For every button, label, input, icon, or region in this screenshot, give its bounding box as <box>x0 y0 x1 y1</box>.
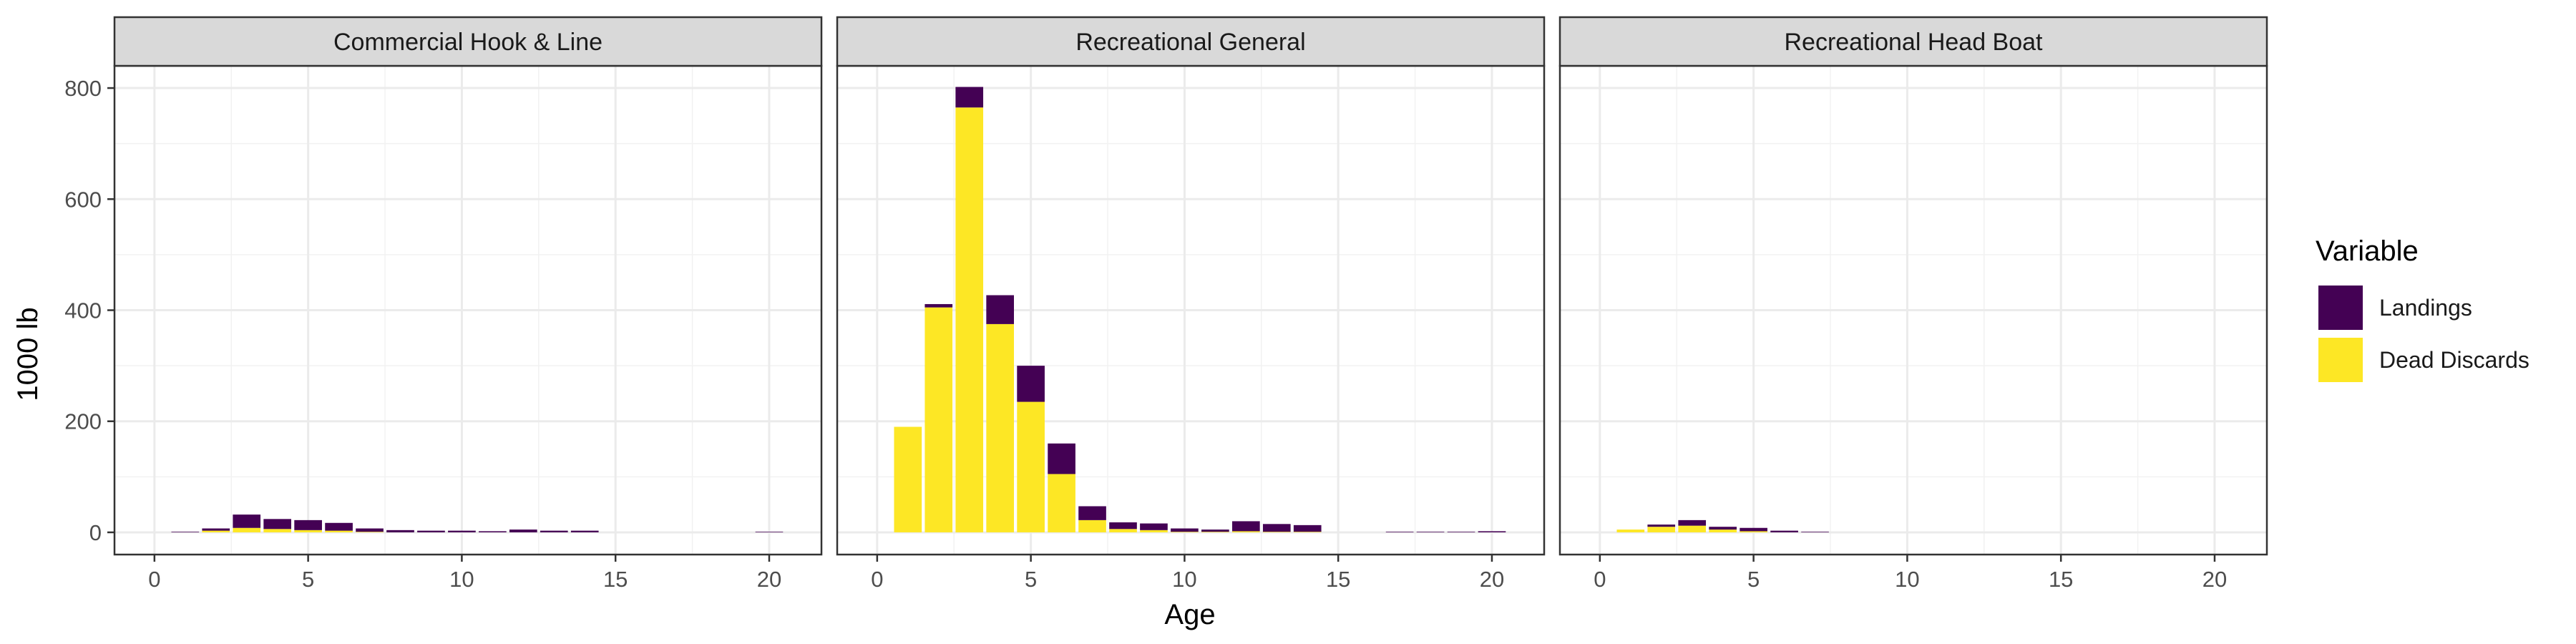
facet-strip <box>836 16 1546 67</box>
facet-panel: Commercial Hook & Line 0 5 10 15 20 <box>113 16 823 592</box>
bar-landings <box>1171 528 1199 532</box>
facet-strip-label: Recreational Head Boat <box>1784 29 2043 56</box>
x-tick-label: 20 <box>757 567 781 592</box>
bar-landings <box>1678 519 1707 526</box>
x-tick-label: 10 <box>1172 567 1196 592</box>
facet-panel: Recreational Head Boat 0 5 10 15 20 <box>1558 16 2268 592</box>
facet-strip <box>1558 16 2268 67</box>
bar-landings <box>479 531 507 532</box>
x-tick-label: 5 <box>1747 567 1760 592</box>
bar-landings <box>1048 443 1075 474</box>
legend-swatch <box>2318 286 2363 330</box>
bar-landings <box>1140 523 1168 530</box>
bar-dead-discards <box>294 530 322 532</box>
bar-dead-discards <box>1709 530 1737 532</box>
y-tick-label: 600 <box>64 187 102 212</box>
bar-landings <box>263 519 291 530</box>
bar-landings <box>294 519 322 530</box>
bar-dead-discards <box>1616 530 1645 532</box>
x-tick-label: 20 <box>1480 567 1504 592</box>
bar-dead-discards <box>202 530 230 532</box>
bar-dead-discards <box>1140 530 1168 532</box>
bar-dead-discards <box>1647 527 1676 532</box>
bar-landings <box>509 530 537 532</box>
bar-landings <box>924 303 953 308</box>
bar-landings <box>1109 522 1137 530</box>
bar-dead-discards <box>1678 525 1707 532</box>
y-tick-label: 0 <box>89 520 102 545</box>
bar-landings <box>1262 524 1291 532</box>
bar-dead-discards <box>325 530 353 532</box>
facet-strip <box>113 16 823 67</box>
x-tick-label: 15 <box>1326 567 1350 592</box>
bar-dead-discards <box>1109 529 1137 532</box>
bar-dead-discards <box>955 107 984 532</box>
bar-landings <box>955 87 984 108</box>
x-tick-label: 5 <box>1025 567 1037 592</box>
facet-panel: Recreational General 0 5 10 15 20 <box>836 16 1546 592</box>
y-axis: 0 200 400 600 800 <box>64 76 114 545</box>
x-tick-label: 5 <box>302 567 314 592</box>
x-tick-label: 10 <box>449 567 474 592</box>
bar-landings <box>1231 521 1260 532</box>
bar-landings <box>233 514 261 528</box>
bar-landings <box>417 530 445 532</box>
x-tick-label: 0 <box>1594 567 1606 592</box>
x-tick-label: 10 <box>1895 567 1919 592</box>
x-tick-label: 0 <box>871 567 883 592</box>
bar-dead-discards <box>1017 401 1045 532</box>
x-tick-label: 0 <box>148 567 160 592</box>
bar-landings <box>540 530 568 532</box>
bar-landings <box>1078 506 1106 520</box>
x-tick-label: 20 <box>2202 567 2227 592</box>
bar-dead-discards <box>1231 531 1260 532</box>
x-tick-label: 15 <box>2049 567 2073 592</box>
bar-landings <box>1293 525 1322 532</box>
facet-strip-label: Recreational General <box>1075 29 1305 56</box>
legend-label: Dead Discards <box>2379 347 2529 373</box>
x-tick-label: 15 <box>603 567 628 592</box>
bar-landings <box>202 528 230 531</box>
bar-dead-discards <box>924 307 953 532</box>
bar-landings <box>986 295 1014 324</box>
bar-dead-discards <box>986 323 1014 532</box>
bar-landings <box>1201 530 1229 532</box>
bar-dead-discards <box>233 527 261 532</box>
bar-landings <box>356 528 384 532</box>
bar-landings <box>386 530 414 532</box>
bar-dead-discards <box>1078 519 1106 532</box>
bar-landings <box>570 530 599 532</box>
bar-landings <box>1478 531 1506 532</box>
facet-strip-label: Commercial Hook & Line <box>333 29 602 56</box>
x-axis-title: Age <box>1164 599 1215 630</box>
y-axis-title: 1000 lb <box>12 307 44 401</box>
legend-title: Variable <box>2316 235 2419 267</box>
bar-dead-discards <box>1048 474 1075 532</box>
bar-landings <box>1647 525 1676 527</box>
bar-landings <box>1740 527 1767 532</box>
bar-landings <box>325 522 353 531</box>
y-tick-label: 200 <box>64 409 102 434</box>
y-tick-label: 400 <box>64 298 102 323</box>
bar-dead-discards <box>1740 531 1767 532</box>
bar-landings <box>1017 366 1045 402</box>
y-tick-label: 800 <box>64 76 102 101</box>
legend-swatch <box>2318 338 2363 382</box>
bar-landings <box>1770 530 1798 532</box>
bar-landings <box>1709 527 1737 530</box>
legend: Variable Landings Dead Discards <box>2316 235 2529 384</box>
bar-dead-discards <box>894 426 922 532</box>
bar-dead-discards <box>263 529 291 532</box>
bar-landings <box>448 530 476 532</box>
legend-label: Landings <box>2379 295 2472 321</box>
